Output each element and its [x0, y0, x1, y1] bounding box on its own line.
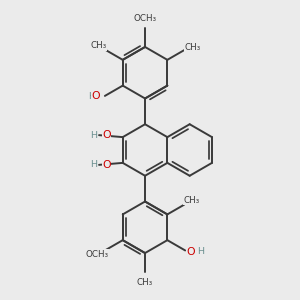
- Text: H: H: [91, 130, 98, 140]
- Text: CH₃: CH₃: [137, 278, 153, 287]
- Text: CH₃: CH₃: [184, 196, 200, 205]
- Text: O: O: [187, 247, 195, 257]
- Text: CH₃: CH₃: [90, 41, 106, 50]
- Text: H: H: [91, 160, 98, 169]
- Text: H: H: [88, 92, 95, 101]
- Text: OCH₃: OCH₃: [85, 250, 108, 259]
- Text: O: O: [102, 130, 111, 140]
- Text: CH₃: CH₃: [184, 43, 201, 52]
- Text: O: O: [102, 160, 111, 170]
- Text: OCH₃: OCH₃: [134, 14, 157, 23]
- Text: H: H: [197, 247, 204, 256]
- Text: O: O: [91, 92, 100, 101]
